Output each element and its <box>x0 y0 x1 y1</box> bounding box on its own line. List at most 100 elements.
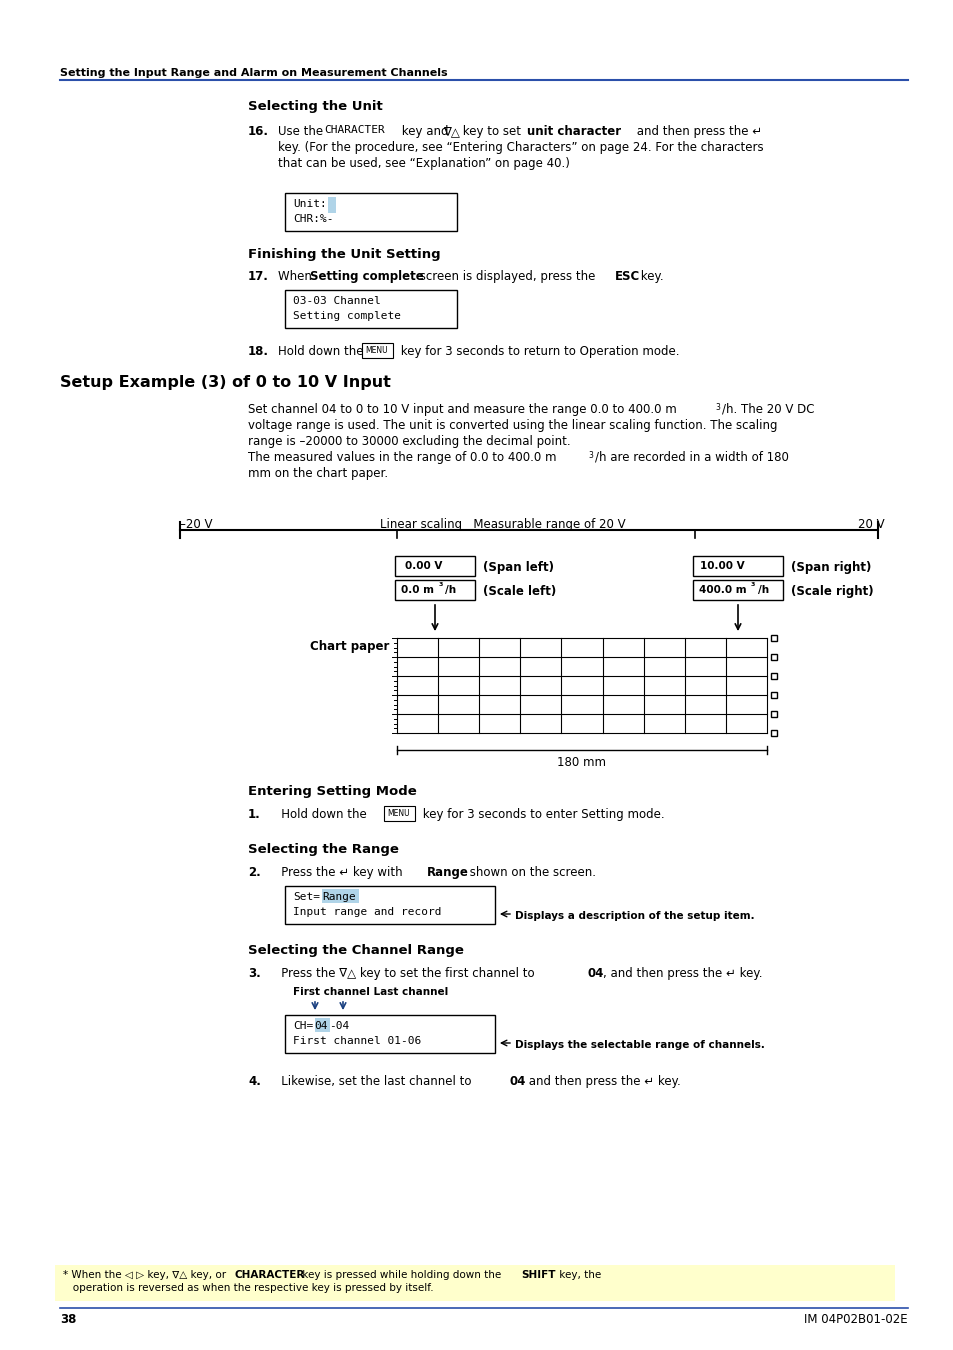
Text: –20 V: –20 V <box>180 518 213 531</box>
Text: When: When <box>277 270 315 284</box>
Text: Range: Range <box>427 865 468 879</box>
Text: 3: 3 <box>714 404 720 412</box>
Text: Setting complete: Setting complete <box>310 270 423 284</box>
Text: 2.: 2. <box>248 865 260 879</box>
Bar <box>692 580 782 599</box>
Text: (Scale left): (Scale left) <box>482 585 556 598</box>
Text: key for 3 seconds to enter Setting mode.: key for 3 seconds to enter Setting mode. <box>418 809 664 821</box>
Text: Setting the Input Range and Alarm on Measurement Channels: Setting the Input Range and Alarm on Mea… <box>60 68 447 78</box>
Text: that can be used, see “Explanation” on page 40.): that can be used, see “Explanation” on p… <box>277 157 569 170</box>
Bar <box>285 290 456 328</box>
Text: CH=: CH= <box>293 1021 313 1031</box>
Bar <box>395 556 475 576</box>
Bar <box>285 193 456 231</box>
Text: MENU: MENU <box>387 809 409 818</box>
Text: CHR:%-: CHR:%- <box>293 215 334 224</box>
Text: Press the ↵ key with: Press the ↵ key with <box>270 865 406 879</box>
Text: and then press the ↵ key.: and then press the ↵ key. <box>524 1075 680 1088</box>
Text: key for 3 seconds to return to Operation mode.: key for 3 seconds to return to Operation… <box>396 346 679 358</box>
Text: Finishing the Unit Setting: Finishing the Unit Setting <box>248 248 440 261</box>
Text: key is pressed while holding down the: key is pressed while holding down the <box>298 1270 504 1280</box>
Text: Chart paper: Chart paper <box>310 640 389 653</box>
Text: Setting complete: Setting complete <box>293 310 400 321</box>
Text: Selecting the Range: Selecting the Range <box>248 842 398 856</box>
Text: First channel 01-06: First channel 01-06 <box>293 1035 421 1046</box>
Text: voltage range is used. The unit is converted using the linear scaling function. : voltage range is used. The unit is conve… <box>248 418 777 432</box>
Text: 3: 3 <box>750 582 755 587</box>
Text: 0.0 m: 0.0 m <box>400 585 434 595</box>
Text: Displays a description of the setup item.: Displays a description of the setup item… <box>515 911 754 921</box>
Text: operation is reversed as when the respective key is pressed by itself.: operation is reversed as when the respec… <box>63 1282 434 1293</box>
Bar <box>321 890 358 903</box>
Text: and then press the ↵: and then press the ↵ <box>633 126 761 138</box>
Text: CHARACTER: CHARACTER <box>234 1270 305 1280</box>
Text: Likewise, set the last channel to: Likewise, set the last channel to <box>270 1075 475 1088</box>
Text: Hold down the: Hold down the <box>277 346 367 358</box>
Text: Hold down the: Hold down the <box>270 809 370 821</box>
Text: Set=: Set= <box>293 892 319 902</box>
Text: shown on the screen.: shown on the screen. <box>465 865 596 879</box>
Text: 1.: 1. <box>248 809 260 821</box>
Text: Input range and record: Input range and record <box>293 907 441 917</box>
Text: CHARACTER: CHARACTER <box>324 126 384 135</box>
Text: 17.: 17. <box>248 270 269 284</box>
Text: key, the: key, the <box>556 1270 600 1280</box>
Text: Setup Example (3) of 0 to 10 V Input: Setup Example (3) of 0 to 10 V Input <box>60 375 391 390</box>
Text: 04: 04 <box>314 1021 328 1031</box>
Text: Use the: Use the <box>277 126 327 138</box>
Text: Unit:: Unit: <box>293 198 327 209</box>
Text: The measured values in the range of 0.0 to 400.0 m: The measured values in the range of 0.0 … <box>248 451 556 464</box>
Text: 20 V: 20 V <box>857 518 883 531</box>
Bar <box>395 580 475 599</box>
Bar <box>361 343 393 358</box>
Text: (Scale right): (Scale right) <box>790 585 873 598</box>
Text: mm on the chart paper.: mm on the chart paper. <box>248 467 388 481</box>
Text: Set channel 04 to 0 to 10 V input and measure the range 0.0 to 400.0 m: Set channel 04 to 0 to 10 V input and me… <box>248 404 676 416</box>
Text: -04: -04 <box>329 1021 349 1031</box>
Text: 18.: 18. <box>248 346 269 358</box>
Bar <box>314 1018 330 1031</box>
Text: 04: 04 <box>587 967 604 980</box>
Text: , and then press the ↵ key.: , and then press the ↵ key. <box>602 967 761 980</box>
Text: 04: 04 <box>510 1075 526 1088</box>
Text: First channel Last channel: First channel Last channel <box>293 987 448 998</box>
Text: 4.: 4. <box>248 1075 260 1088</box>
Text: Entering Setting Mode: Entering Setting Mode <box>248 784 416 798</box>
Text: * When the ◁ ▷ key, ∇△ key, or: * When the ◁ ▷ key, ∇△ key, or <box>63 1270 229 1280</box>
Text: 400.0 m: 400.0 m <box>699 585 746 595</box>
Text: ∇△: ∇△ <box>442 126 459 138</box>
Bar <box>285 1015 495 1053</box>
Bar <box>55 1265 894 1301</box>
Text: range is –20000 to 30000 excluding the decimal point.: range is –20000 to 30000 excluding the d… <box>248 435 570 448</box>
Text: (Span right): (Span right) <box>790 562 870 574</box>
Bar <box>692 556 782 576</box>
Text: 10.00 V: 10.00 V <box>700 562 744 571</box>
Text: key.: key. <box>637 270 663 284</box>
Bar <box>384 806 415 821</box>
Text: MENU: MENU <box>365 346 387 355</box>
Text: 3: 3 <box>438 582 443 587</box>
Text: unit character: unit character <box>526 126 620 138</box>
Text: Displays the selectable range of channels.: Displays the selectable range of channel… <box>515 1040 764 1050</box>
Text: 0.00 V: 0.00 V <box>405 562 442 571</box>
Text: 38: 38 <box>60 1314 76 1326</box>
Text: screen is displayed, press the: screen is displayed, press the <box>416 270 598 284</box>
Text: 3: 3 <box>587 451 592 460</box>
Text: 3.: 3. <box>248 967 260 980</box>
Text: (Span left): (Span left) <box>482 562 554 574</box>
Text: key. (For the procedure, see “Entering Characters” on page 24. For the character: key. (For the procedure, see “Entering C… <box>277 140 762 154</box>
Text: 180 mm: 180 mm <box>557 756 606 770</box>
Text: /h are recorded in a width of 180: /h are recorded in a width of 180 <box>595 451 788 464</box>
Text: Selecting the Unit: Selecting the Unit <box>248 100 382 113</box>
Text: Linear scaling   Measurable range of 20 V: Linear scaling Measurable range of 20 V <box>379 518 625 531</box>
Bar <box>328 197 335 213</box>
Text: key and: key and <box>397 126 452 138</box>
Text: /h: /h <box>758 585 768 595</box>
Text: key to set: key to set <box>458 126 524 138</box>
Text: IM 04P02B01-02E: IM 04P02B01-02E <box>803 1314 907 1326</box>
Bar <box>285 886 495 923</box>
Text: SHIFT: SHIFT <box>520 1270 555 1280</box>
Text: Range: Range <box>321 892 355 902</box>
Text: ESC: ESC <box>615 270 639 284</box>
Text: 03-03 Channel: 03-03 Channel <box>293 296 380 306</box>
